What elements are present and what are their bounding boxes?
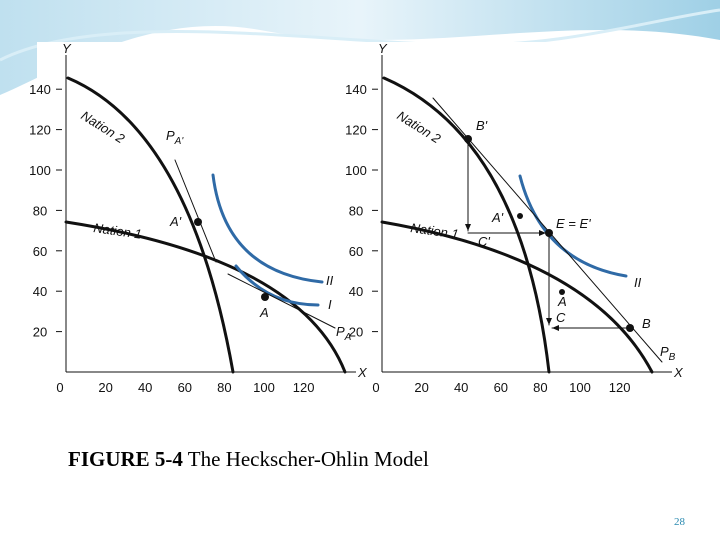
- x-tick-label: 60: [494, 380, 508, 395]
- x-tick-label: 120: [609, 380, 631, 395]
- figure-area: [37, 42, 683, 392]
- curve-label: Nation 1: [410, 220, 460, 242]
- y-tick-label: 80: [33, 203, 47, 218]
- y-tick-label: 100: [29, 163, 51, 178]
- price-line: [227, 273, 336, 329]
- nation-1-ppf: [64, 220, 347, 374]
- axis-label: Y: [62, 41, 72, 56]
- x-tick-label: 0: [372, 380, 379, 395]
- point-label: B': [476, 118, 488, 133]
- point: [545, 229, 553, 237]
- point-label: E = E': [556, 216, 591, 231]
- curve-label: II: [634, 275, 642, 290]
- x-tick-label: 40: [454, 380, 468, 395]
- x-tick-label: 120: [293, 380, 315, 395]
- point: [261, 293, 269, 301]
- point: [626, 324, 634, 332]
- label-sub: A': [174, 136, 185, 147]
- label-base: P: [660, 344, 669, 359]
- price-line: [174, 159, 217, 263]
- x-tick-label: 20: [98, 380, 112, 395]
- nation-2-ppf: [66, 76, 235, 374]
- curve-label: II: [326, 273, 334, 288]
- indifference-curve-ii: [211, 173, 324, 284]
- y-tick-label: 40: [349, 284, 363, 299]
- x-tick-label: 100: [253, 380, 275, 395]
- y-tick-label: 120: [29, 123, 51, 138]
- y-tick-label: 20: [349, 325, 363, 340]
- point-label: PA': [166, 128, 184, 147]
- curve-label: Nation 1: [93, 220, 143, 242]
- header-swoosh: [0, 0, 720, 95]
- y-tick-label: 140: [29, 82, 51, 97]
- x-tick-label: 80: [533, 380, 547, 395]
- indifference-curve-i: [234, 264, 320, 307]
- nation-2-ppf: [382, 76, 551, 374]
- y-tick-label: 40: [33, 284, 47, 299]
- label-base: P: [336, 324, 345, 339]
- axis-label: Y: [378, 41, 388, 56]
- y-tick-label: 60: [349, 244, 363, 259]
- caption: FIGURE 5-4 The Heckscher-Ohlin Model: [68, 447, 429, 471]
- point: [194, 218, 202, 226]
- x-tick-label: 60: [178, 380, 192, 395]
- curve-label: I: [328, 297, 332, 312]
- point-label: PB: [660, 344, 676, 363]
- nation-1-ppf: [380, 220, 654, 374]
- axis-label: X: [673, 365, 684, 380]
- y-tick-label: 20: [33, 325, 47, 340]
- point: [559, 289, 565, 295]
- y-tick-label: 100: [345, 163, 367, 178]
- point-label: A': [491, 210, 504, 225]
- point-label: C': [478, 234, 490, 249]
- indifference-curve-ii: [518, 174, 628, 278]
- point-label: PA: [336, 324, 352, 343]
- point-label: A': [169, 214, 182, 229]
- caption-text: The Heckscher-Ohlin Model: [188, 447, 429, 471]
- axis-label: X: [357, 365, 368, 380]
- label-base: P: [166, 128, 175, 143]
- x-tick-label: 40: [138, 380, 152, 395]
- point: [464, 135, 472, 143]
- y-tick-label: 140: [345, 82, 367, 97]
- page-number: 28: [674, 516, 686, 528]
- point-label: B: [642, 316, 651, 331]
- x-tick-label: 20: [414, 380, 428, 395]
- point-label: A: [259, 305, 269, 320]
- caption-label: FIGURE 5-4: [68, 447, 183, 471]
- y-tick-label: 80: [349, 203, 363, 218]
- y-tick-label: 60: [33, 244, 47, 259]
- x-tick-label: 80: [217, 380, 231, 395]
- label-sub: A: [344, 332, 352, 343]
- point-label: C: [556, 310, 566, 325]
- x-tick-label: 100: [569, 380, 591, 395]
- label-sub: B: [669, 352, 676, 363]
- y-tick-label: 120: [345, 123, 367, 138]
- x-tick-label: 0: [56, 380, 63, 395]
- point-label: A: [557, 294, 567, 309]
- point: [517, 213, 523, 219]
